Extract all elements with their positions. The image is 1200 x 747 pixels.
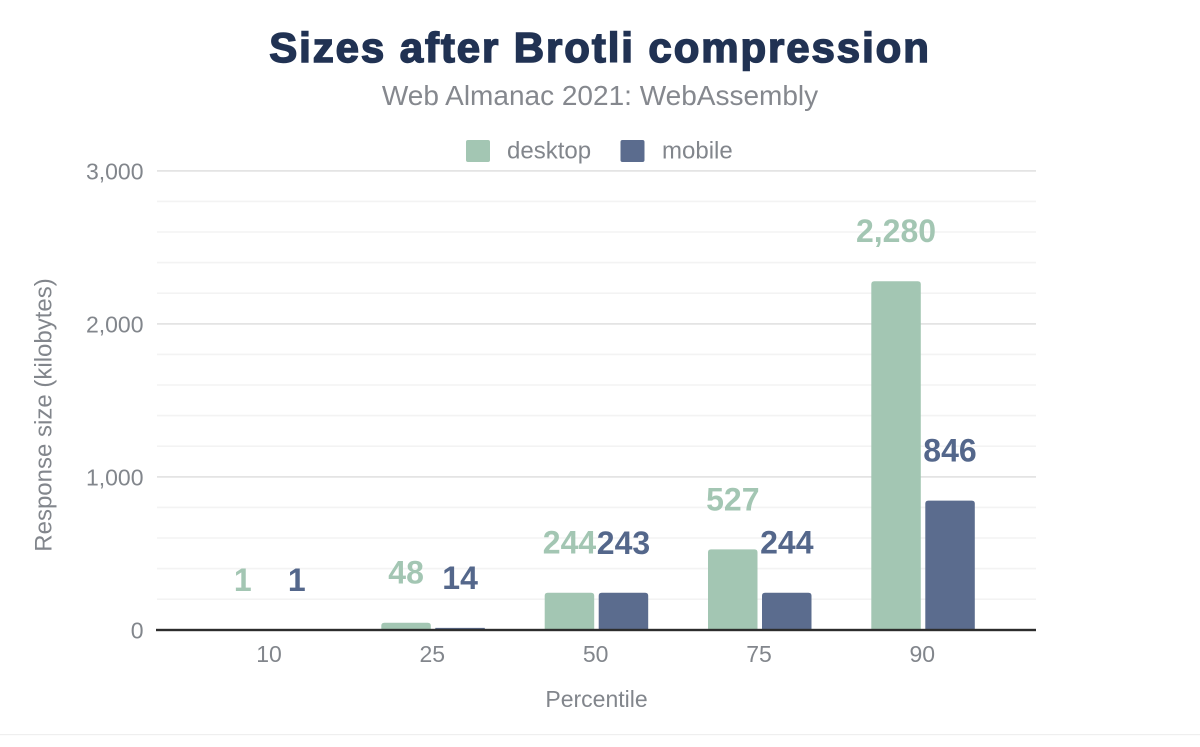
svg-text:3,000: 3,000	[86, 158, 144, 184]
svg-text:846: 846	[923, 433, 976, 469]
svg-text:2,280: 2,280	[856, 213, 936, 249]
svg-text:48: 48	[388, 555, 424, 591]
svg-text:Response size (kilobytes): Response size (kilobytes)	[31, 278, 58, 551]
svg-text:75: 75	[746, 641, 772, 667]
svg-text:0: 0	[131, 617, 144, 643]
svg-text:14: 14	[442, 560, 478, 596]
svg-text:1: 1	[234, 562, 252, 598]
svg-text:527: 527	[706, 481, 759, 517]
svg-text:Web Almanac 2021: WebAssembly: Web Almanac 2021: WebAssembly	[382, 80, 818, 111]
svg-text:2,000: 2,000	[86, 311, 144, 337]
svg-text:90: 90	[910, 641, 936, 667]
svg-text:1: 1	[288, 562, 306, 598]
svg-text:Sizes after Brotli compression: Sizes after Brotli compression	[269, 24, 931, 71]
svg-text:25: 25	[420, 641, 446, 667]
svg-text:244: 244	[543, 525, 597, 561]
svg-text:desktop: desktop	[507, 138, 591, 165]
svg-text:Percentile: Percentile	[545, 686, 647, 712]
svg-text:mobile: mobile	[662, 138, 733, 165]
svg-text:244: 244	[760, 525, 814, 561]
svg-text:1,000: 1,000	[86, 464, 144, 490]
svg-text:10: 10	[256, 641, 282, 667]
svg-text:243: 243	[597, 525, 650, 561]
svg-text:50: 50	[583, 641, 609, 667]
